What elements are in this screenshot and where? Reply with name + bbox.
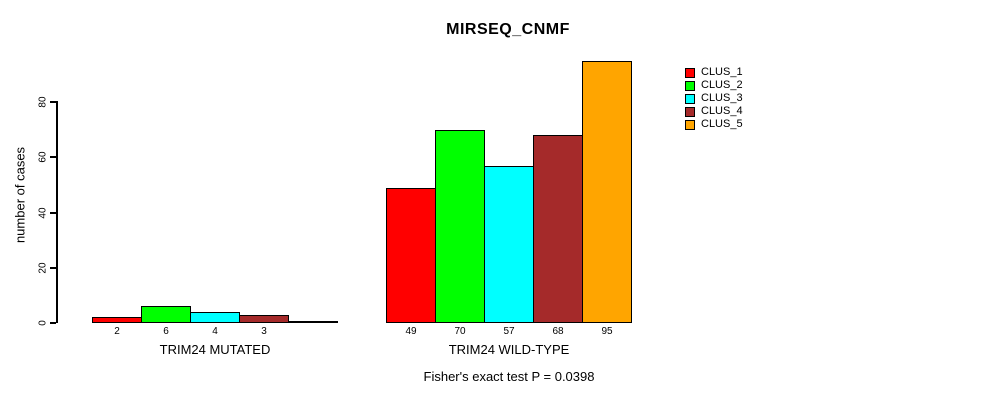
legend-item: CLUS_5 <box>685 118 743 131</box>
legend-swatch-CLUS_4 <box>685 106 695 117</box>
bar-CLUS_2 <box>435 130 485 323</box>
bar-value-label: 49 <box>405 326 417 337</box>
bar-CLUS_4 <box>239 315 289 323</box>
legend-label: CLUS_2 <box>701 79 743 91</box>
bar-value-label: 4 <box>212 326 218 337</box>
bar-value-label: 68 <box>552 326 564 337</box>
chart-title: MIRSEQ_CNMF <box>446 21 570 38</box>
legend: CLUS_1 CLUS_2 CLUS_3 CLUS_4 CLUS_5 <box>685 66 743 131</box>
bar-CLUS_1 <box>92 317 142 323</box>
group-label: TRIM24 WILD-TYPE <box>448 342 570 357</box>
legend-swatch-CLUS_2 <box>685 80 695 91</box>
legend-label: CLUS_1 <box>701 66 743 78</box>
y-tick-label: 0 <box>37 320 49 326</box>
bar-value-label: 2 <box>114 326 120 337</box>
bar-CLUS_2 <box>141 306 191 323</box>
fisher-annotation: Fisher's exact test P = 0.0398 <box>423 369 595 384</box>
bar-value-label: 3 <box>261 326 267 337</box>
bar-CLUS_4 <box>533 135 583 323</box>
y-tick <box>50 156 56 158</box>
y-tick-label: 40 <box>37 207 49 219</box>
bar-CLUS_5 <box>582 61 632 323</box>
legend-item: CLUS_2 <box>685 79 743 92</box>
y-tick-label: 20 <box>37 262 49 274</box>
legend-swatch-CLUS_3 <box>685 93 695 104</box>
bar-CLUS_3 <box>190 312 240 323</box>
legend-item: CLUS_3 <box>685 92 743 105</box>
bar-value-label: 70 <box>454 326 466 337</box>
bar-value-label: 6 <box>163 326 169 337</box>
bar-CLUS_3 <box>484 166 534 323</box>
y-tick-label: 80 <box>37 96 49 108</box>
bar-value-label: 95 <box>601 326 613 337</box>
y-tick <box>50 322 56 324</box>
y-tick <box>50 267 56 269</box>
bar-CLUS_1 <box>386 188 436 323</box>
group-label: TRIM24 MUTATED <box>159 342 271 357</box>
y-tick <box>50 101 56 103</box>
legend-item: CLUS_4 <box>685 105 743 118</box>
legend-label: CLUS_5 <box>701 118 743 130</box>
bar-CLUS_5-zero <box>288 321 338 323</box>
y-axis-line <box>56 101 58 323</box>
legend-label: CLUS_4 <box>701 105 743 117</box>
y-tick <box>50 212 56 214</box>
legend-swatch-CLUS_5 <box>685 119 695 130</box>
legend-swatch-CLUS_1 <box>685 67 695 78</box>
legend-item: CLUS_1 <box>685 66 743 79</box>
bar-value-label: 57 <box>503 326 515 337</box>
y-tick-label: 60 <box>37 151 49 163</box>
legend-label: CLUS_3 <box>701 92 743 104</box>
